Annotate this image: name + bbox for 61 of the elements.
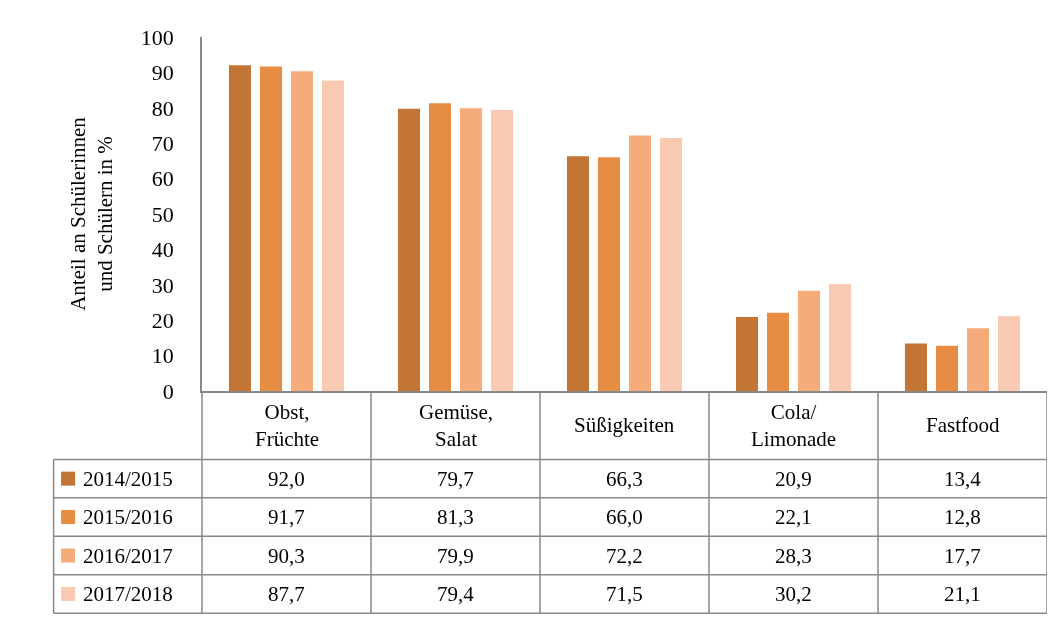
bar [829,284,852,391]
data-label: 28,3 [775,544,812,568]
y-tick-label: 0 [162,378,174,404]
data-label: 90,3 [268,544,305,568]
data-label: 79,7 [437,467,474,491]
x-tick-label: Fastfood [926,413,1000,437]
bar [935,345,958,391]
y-tick-label: 40 [151,237,174,263]
data-label: 72,2 [606,544,643,568]
data-label: 66,0 [606,505,643,529]
data-label: 71,5 [606,582,643,606]
data-label: 30,2 [775,582,812,606]
bar [428,103,451,391]
bar [967,328,990,391]
legend-label: 2017/2018 [83,582,173,606]
x-tick-label: Süßigkeiten [574,413,675,437]
legend-label: 2016/2017 [83,544,173,568]
y-tick-label: 80 [151,95,174,121]
bar [766,312,789,391]
y-tick-label: 50 [151,201,174,227]
data-label: 22,1 [775,505,812,529]
x-tick-label: Cola/ Limonade [751,400,837,452]
bar [291,71,314,391]
bar [735,317,758,391]
y-tick-label: 60 [151,166,174,192]
data-label: 79,9 [437,544,474,568]
y-tick-label: 70 [151,130,174,156]
y-tick-label: 100 [140,24,174,50]
legend-label: 2015/2016 [83,505,173,529]
data-label: 92,0 [268,467,305,491]
data-label: 87,7 [268,582,305,606]
bar [566,156,589,391]
bar [798,290,821,391]
bar [460,108,483,391]
bar [904,343,927,391]
bar [228,65,251,391]
data-label: 17,7 [944,544,981,568]
y-tick-label: 20 [151,307,174,333]
bar [660,137,683,391]
data-label: 91,7 [268,505,305,529]
data-label: 79,4 [437,582,475,606]
data-label: 66,3 [606,467,643,491]
data-label: 81,3 [437,505,474,529]
x-tick-label: Gemüse, Salat [419,400,494,452]
x-tick-label: Obst, Früchte [255,400,320,452]
bar [629,135,652,391]
legend-label: 2014/2015 [83,467,173,491]
bar [491,109,514,391]
data-label: 13,4 [944,467,982,491]
bar [597,157,620,391]
data-label: 20,9 [775,467,812,491]
y-tick-label: 90 [151,60,174,86]
y-axis-title: Anteil an Schülerinnen und Schülern in % [66,116,118,311]
y-tick-label: 30 [151,272,174,298]
bar [397,108,420,391]
bar [998,316,1021,391]
bar [322,80,345,391]
data-label: 12,8 [944,505,981,529]
data-label: 21,1 [944,582,981,606]
bar [259,66,282,391]
y-tick-label: 10 [151,343,174,369]
